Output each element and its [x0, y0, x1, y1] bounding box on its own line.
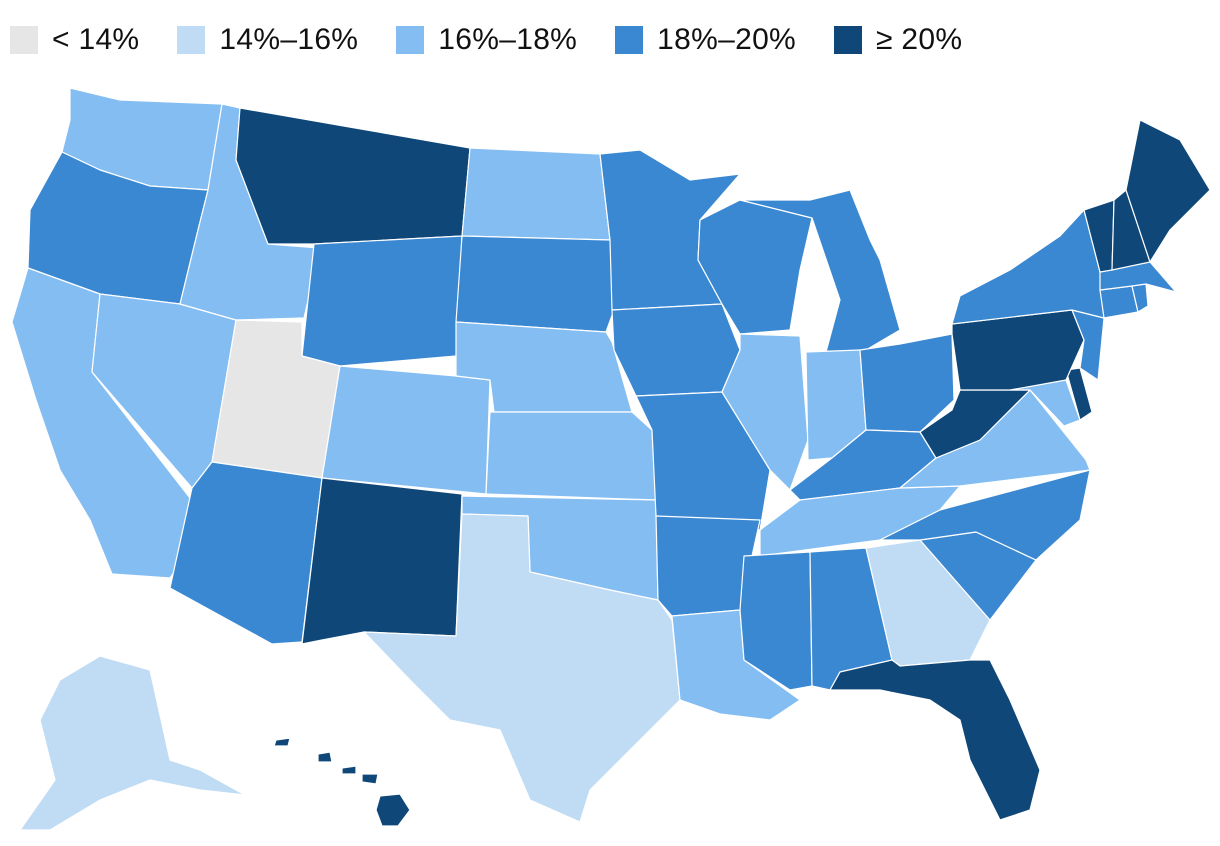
legend-label: 16%–18% — [438, 23, 578, 56]
legend-swatch — [615, 26, 644, 54]
state-ND[interactable] — [461, 147, 611, 241]
legend-item-under-14: < 14% — [10, 23, 139, 57]
state-ME[interactable] — [1125, 119, 1211, 263]
legend-item-18-20: 18%–20% — [615, 23, 796, 57]
state-SD[interactable] — [455, 235, 615, 333]
legend-swatch — [834, 26, 863, 54]
state-TX[interactable] — [363, 513, 681, 823]
state-KS[interactable] — [485, 411, 657, 501]
state-CO[interactable] — [321, 365, 491, 495]
legend-swatch — [396, 26, 425, 54]
legend-label: ≥ 20% — [876, 23, 963, 56]
state-NC[interactable] — [879, 469, 1091, 561]
state-MT[interactable] — [235, 107, 471, 245]
state-CT[interactable] — [1099, 285, 1139, 319]
state-OH[interactable] — [859, 333, 955, 433]
state-DE[interactable] — [1065, 367, 1093, 421]
state-NY[interactable] — [951, 209, 1105, 325]
map-legend: < 14% 14%–16% 16%–18% 18%–20% ≥ 20% — [10, 22, 1000, 58]
legend-item-14-16: 14%–16% — [177, 23, 358, 57]
legend-label: 18%–20% — [657, 23, 797, 56]
state-IA[interactable] — [611, 303, 741, 397]
state-NM[interactable] — [301, 477, 463, 645]
state-AZ[interactable] — [169, 461, 323, 645]
legend-item-16-18: 16%–18% — [396, 23, 577, 57]
legend-swatch — [177, 26, 206, 54]
state-HI[interactable] — [273, 737, 411, 827]
legend-item-20-plus: ≥ 20% — [834, 23, 962, 57]
state-MI[interactable] — [739, 189, 901, 353]
legend-label: < 14% — [52, 23, 140, 56]
legend-swatch — [10, 26, 38, 54]
state-WY[interactable] — [301, 235, 463, 367]
state-FL[interactable] — [829, 659, 1041, 821]
state-AK[interactable] — [19, 655, 246, 831]
state-IL[interactable] — [721, 333, 809, 491]
legend-label: 14%–16% — [219, 23, 359, 56]
